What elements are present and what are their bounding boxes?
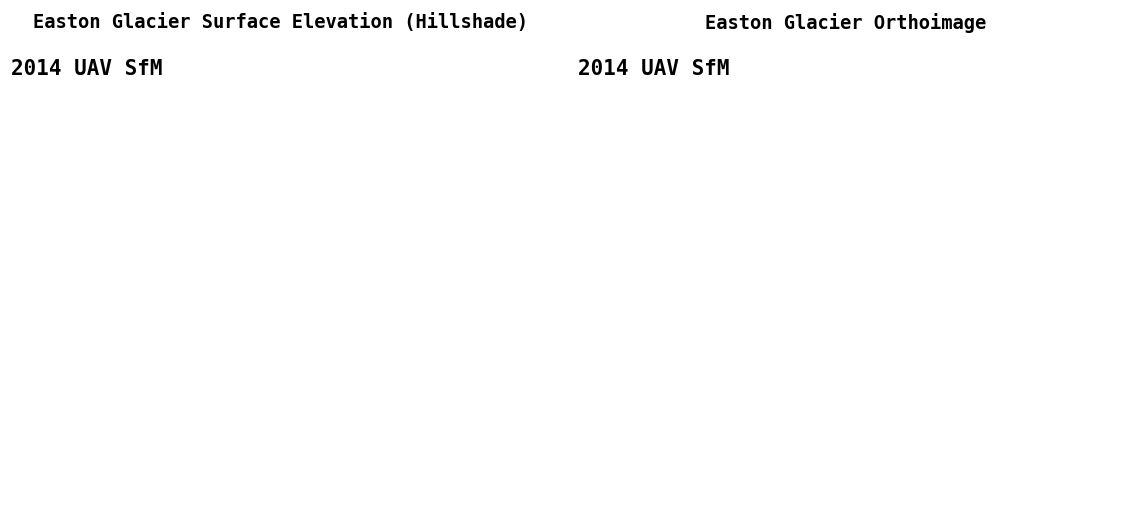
Text: 2014 UAV SfM: 2014 UAV SfM bbox=[578, 58, 729, 79]
Text: Easton Glacier Surface Elevation (Hillshade): Easton Glacier Surface Elevation (Hillsh… bbox=[33, 13, 528, 32]
Text: 2014 UAV SfM: 2014 UAV SfM bbox=[11, 58, 163, 79]
Text: Easton Glacier Orthoimage: Easton Glacier Orthoimage bbox=[705, 13, 986, 33]
